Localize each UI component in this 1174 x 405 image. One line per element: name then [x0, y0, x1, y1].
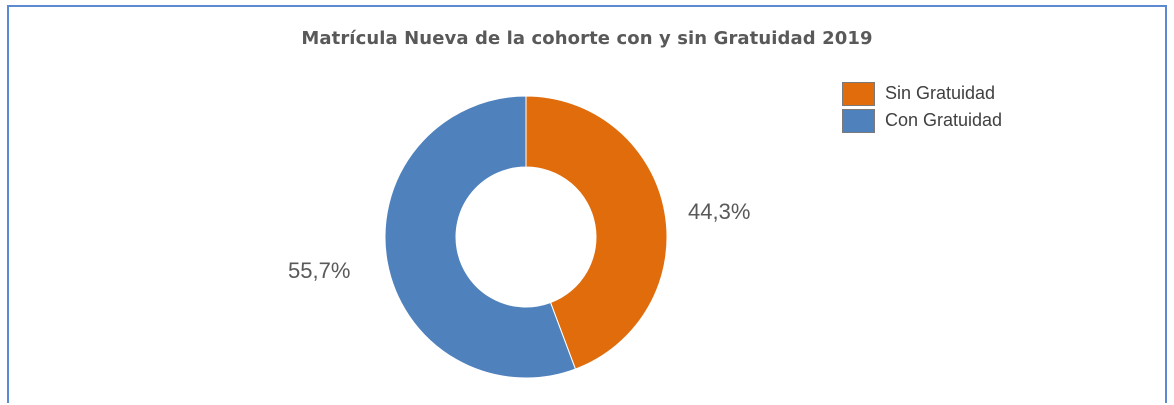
data-label-sin-gratuidad: 44,3%: [688, 199, 751, 224]
slice-sin-gratuidad: [525, 95, 668, 370]
legend-item-con-gratuidad: Con Gratuidad: [842, 107, 1002, 134]
legend-swatch-sin-gratuidad: [842, 81, 875, 106]
chart-title: Matrícula Nueva de la cohorte con y sin …: [301, 28, 873, 49]
data-label-con-gratuidad: 55,7%: [288, 258, 351, 283]
legend: Sin Gratuidad Con Gratuidad: [842, 80, 1002, 134]
slice-con-gratuidad: [384, 95, 577, 379]
legend-swatch-con-gratuidad: [842, 108, 875, 133]
legend-item-sin-gratuidad: Sin Gratuidad: [842, 80, 1002, 107]
legend-label-sin-gratuidad: Sin Gratuidad: [885, 83, 996, 103]
legend-label-con-gratuidad: Con Gratuidad: [885, 110, 1003, 130]
